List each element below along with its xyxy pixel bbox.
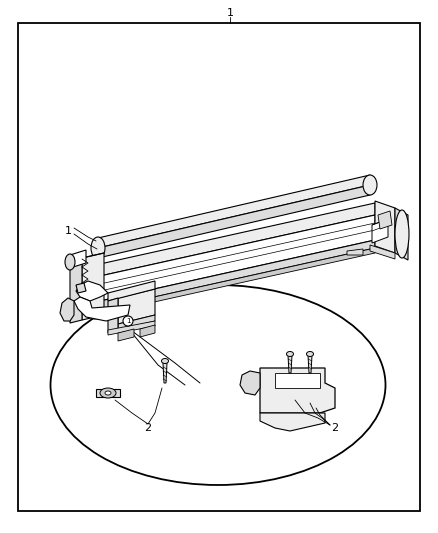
Polygon shape (308, 355, 312, 373)
Polygon shape (82, 253, 104, 320)
Polygon shape (82, 240, 375, 313)
Text: 2: 2 (145, 423, 152, 433)
Polygon shape (347, 249, 363, 255)
Text: 2: 2 (332, 423, 339, 433)
Polygon shape (74, 297, 130, 321)
Ellipse shape (395, 210, 409, 258)
Polygon shape (108, 321, 155, 335)
Polygon shape (370, 245, 395, 259)
Polygon shape (76, 281, 108, 301)
Text: 1: 1 (126, 318, 130, 324)
Polygon shape (82, 215, 375, 305)
Polygon shape (288, 355, 292, 373)
Polygon shape (372, 219, 388, 243)
Ellipse shape (307, 351, 314, 357)
Polygon shape (76, 283, 86, 293)
Ellipse shape (363, 175, 377, 195)
Ellipse shape (105, 391, 111, 395)
Polygon shape (260, 368, 335, 413)
Polygon shape (163, 363, 167, 383)
Polygon shape (82, 248, 375, 318)
Text: 1: 1 (226, 8, 233, 18)
Polygon shape (96, 389, 120, 397)
Polygon shape (378, 211, 392, 229)
Polygon shape (92, 313, 108, 319)
Polygon shape (98, 175, 370, 248)
Ellipse shape (50, 285, 385, 485)
Text: 1: 1 (64, 226, 71, 236)
Polygon shape (118, 329, 134, 341)
Polygon shape (82, 203, 375, 280)
Polygon shape (395, 208, 408, 260)
Ellipse shape (100, 388, 116, 398)
Ellipse shape (286, 351, 293, 357)
Polygon shape (140, 325, 155, 337)
Ellipse shape (91, 237, 105, 259)
Polygon shape (108, 298, 118, 333)
Ellipse shape (65, 254, 75, 270)
Polygon shape (60, 298, 74, 321)
Circle shape (123, 316, 133, 326)
Polygon shape (240, 371, 260, 395)
Polygon shape (70, 258, 82, 323)
Polygon shape (98, 185, 370, 258)
Polygon shape (118, 315, 155, 330)
Polygon shape (375, 201, 395, 253)
Polygon shape (108, 281, 155, 301)
Ellipse shape (162, 359, 169, 364)
Polygon shape (70, 250, 86, 268)
Polygon shape (275, 373, 320, 388)
Polygon shape (260, 413, 325, 431)
Polygon shape (118, 289, 155, 324)
